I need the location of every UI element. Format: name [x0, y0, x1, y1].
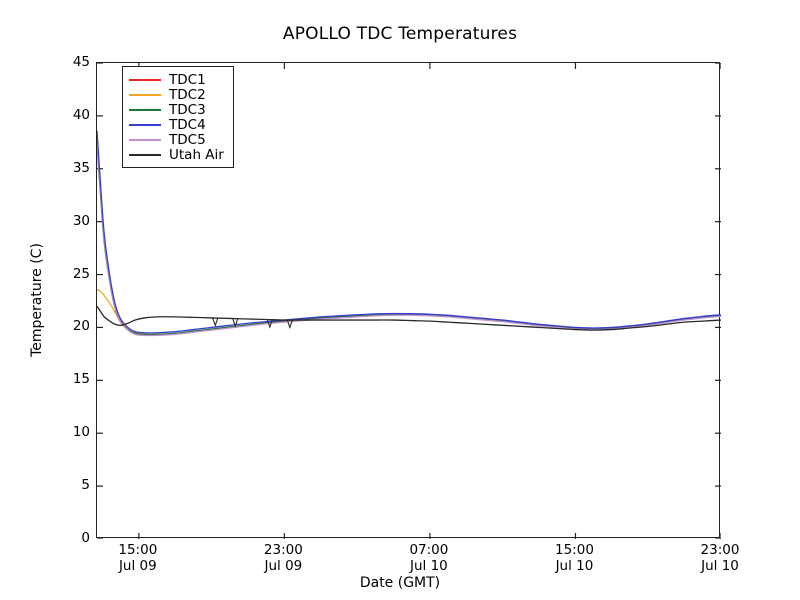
legend-color-swatch — [129, 123, 161, 126]
legend-color-swatch — [129, 78, 161, 81]
y-axis-tick-label: 15 — [72, 371, 90, 388]
utah-air-dropout-spike — [212, 317, 219, 328]
y-axis-tick-label: 30 — [72, 212, 90, 229]
utah-air-dropout-spike — [286, 319, 293, 330]
legend-color-swatch — [129, 138, 161, 141]
legend-label: TDC1 — [169, 71, 206, 88]
x-axis-label: Date (GMT) — [359, 575, 441, 591]
legend-item-tdc4[interactable]: TDC4 — [129, 116, 224, 133]
legend-color-swatch — [129, 93, 161, 96]
legend-item-tdc3[interactable]: TDC3 — [129, 101, 224, 118]
legend-label: TDC4 — [169, 116, 206, 133]
legend-label: TDC3 — [169, 101, 206, 118]
plot-lines — [97, 63, 721, 539]
y-axis-tick-label: 10 — [72, 424, 90, 441]
x-axis-tick-label: 23:00 Jul 09 — [223, 542, 343, 574]
utah-air-dropout-spike — [266, 319, 273, 329]
x-tick-time: 23:00 — [700, 542, 740, 558]
series-line-tdc5 — [97, 141, 721, 337]
legend-item-tdc1[interactable]: TDC1 — [129, 71, 224, 88]
x-tick-date: Jul 09 — [118, 557, 157, 574]
legend-label: TDC2 — [169, 86, 206, 103]
legend-item-tdc2[interactable]: TDC2 — [129, 86, 224, 103]
x-axis-tick-label: 15:00 Jul 10 — [514, 542, 634, 574]
legend-color-swatch — [129, 153, 161, 156]
x-axis-tick-label: 15:00 Jul 09 — [78, 542, 198, 574]
y-axis-label: Temperature (C) — [29, 243, 45, 357]
legend-item-utah-air[interactable]: Utah Air — [129, 146, 224, 163]
y-axis-tick-label: 5 — [81, 477, 90, 494]
legend-label: TDC5 — [169, 131, 206, 148]
x-tick-date: Jul 10 — [555, 557, 594, 574]
x-axis-tick-label: 07:00 Jul 10 — [369, 542, 489, 574]
y-axis-tick-label: 20 — [72, 318, 90, 335]
legend: TDC1 TDC2 TDC3 TDC4 TDC5 Utah Air — [122, 66, 234, 168]
y-axis-tick-labels: 0 5 10 15 20 25 30 35 40 45 — [44, 0, 90, 600]
y-axis-tick-label: 35 — [72, 159, 90, 176]
x-tick-time: 23:00 — [263, 542, 303, 558]
utah-air-dropout-spike — [232, 318, 239, 328]
x-tick-date: Jul 09 — [264, 557, 303, 574]
page-title: APOLLO TDC Temperatures — [282, 24, 518, 44]
legend-label: Utah Air — [169, 146, 224, 163]
x-tick-time: 07:00 — [409, 542, 449, 558]
series-line-tdc3 — [97, 145, 721, 336]
legend-item-tdc5[interactable]: TDC5 — [129, 131, 224, 148]
y-axis-tick-label: 25 — [72, 265, 90, 282]
series-line-tdc4 — [97, 130, 721, 334]
x-tick-date: Jul 10 — [701, 557, 739, 574]
x-tick-date: Jul 10 — [410, 557, 448, 574]
x-tick-time: 15:00 — [555, 542, 594, 558]
series-line-utah-air — [97, 305, 721, 331]
x-axis-tick-label: 23:00 Jul 10 — [660, 542, 780, 574]
x-tick-time: 15:00 — [118, 542, 158, 558]
y-axis-tick-label: 45 — [72, 54, 90, 70]
y-axis-tick-label: 40 — [72, 106, 90, 123]
legend-color-swatch — [129, 108, 161, 111]
y-axis-tick-label: 0 — [81, 530, 90, 546]
